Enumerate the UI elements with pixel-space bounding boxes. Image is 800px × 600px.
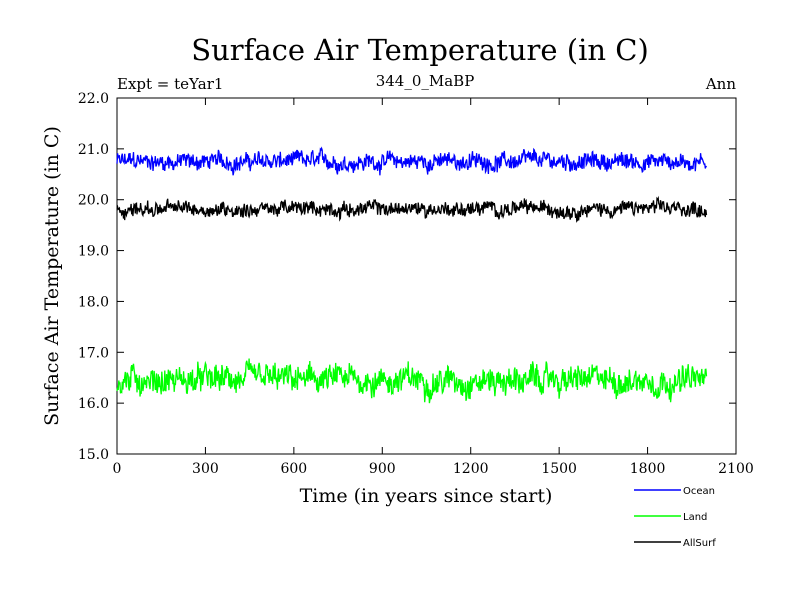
series-line-allsurf — [116, 195, 708, 223]
y-axis: 15.0 16.0 17.0 18.0 19.0 20.0 21.0 22.0 — [78, 91, 736, 463]
x-tick-label: 1200 — [453, 461, 489, 477]
y-tick-label: 16.0 — [78, 396, 109, 412]
legend-label-allsurf: AllSurf — [683, 538, 716, 549]
x-tick-label: 2100 — [718, 461, 754, 477]
series-line-ocean — [116, 146, 708, 176]
legend-label-land: Land — [683, 512, 707, 523]
x-tick-label: 1800 — [630, 461, 666, 477]
x-tick-label: 1500 — [541, 461, 577, 477]
x-axis-label: Time (in years since start) — [300, 485, 553, 507]
x-tick-label: 300 — [192, 461, 219, 477]
x-tick-label: 600 — [280, 461, 307, 477]
y-tick-label: 15.0 — [78, 447, 109, 463]
y-axis-label: Surface Air Temperature (in C) — [41, 126, 63, 426]
y-tick-label: 21.0 — [78, 142, 109, 158]
plot-frame — [116, 97, 737, 455]
x-axis: 0 300 600 900 1200 1500 1800 2100 — [113, 98, 754, 477]
legend: Ocean Land AllSurf — [634, 486, 716, 549]
series-layer — [116, 146, 708, 404]
legend-label-ocean: Ocean — [683, 486, 715, 497]
y-tick-label: 22.0 — [78, 91, 109, 107]
y-tick-label: 20.0 — [78, 193, 109, 209]
chart-title: Surface Air Temperature (in C) — [191, 33, 649, 67]
experiment-label: Expt = teYar1 — [117, 75, 223, 93]
y-tick-label: 18.0 — [78, 294, 109, 310]
y-tick-label: 19.0 — [78, 244, 109, 260]
x-tick-label: 900 — [369, 461, 396, 477]
x-tick-label: 0 — [113, 461, 122, 477]
series-line-land — [116, 358, 708, 404]
season-label: Ann — [705, 75, 736, 93]
y-tick-label: 17.0 — [78, 345, 109, 361]
period-label: 344_0_MaBP — [376, 72, 475, 90]
